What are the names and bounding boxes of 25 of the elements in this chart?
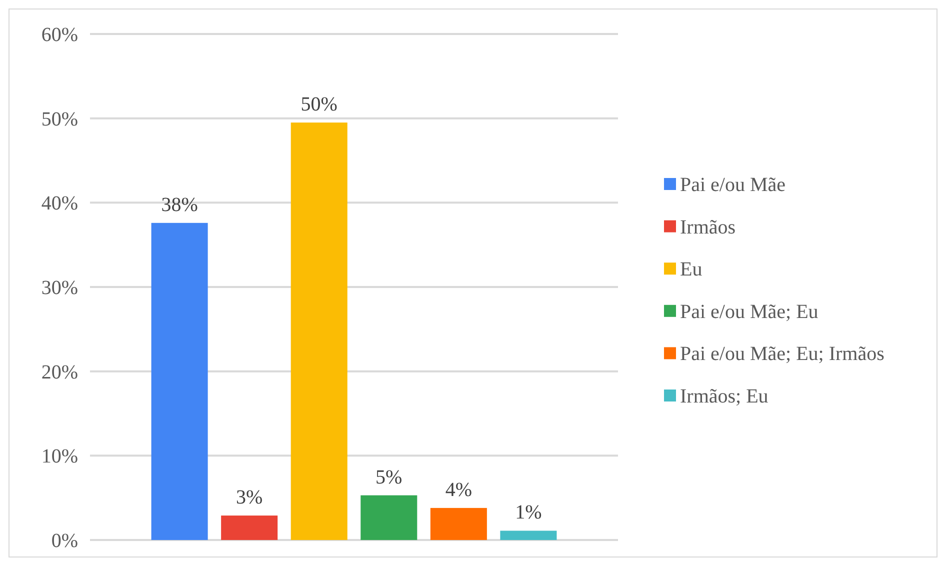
y-tick-label: 40% bbox=[41, 192, 78, 215]
y-tick-label: 0% bbox=[51, 530, 78, 552]
y-tick-label: 10% bbox=[41, 446, 78, 468]
bar bbox=[500, 530, 557, 540]
bar bbox=[290, 122, 348, 540]
legend-label: Eu bbox=[680, 258, 702, 281]
data-label: 5% bbox=[376, 466, 402, 488]
bar bbox=[360, 495, 418, 540]
data-label: 4% bbox=[445, 478, 472, 501]
data-label: 1% bbox=[515, 502, 542, 524]
legend-label: Irmãos; Eu bbox=[680, 386, 768, 408]
legend-label: Pai e/ou Mãe bbox=[680, 174, 786, 196]
y-tick-label: 60% bbox=[41, 24, 78, 46]
legend-label: Pai e/ou Mãe; Eu bbox=[680, 300, 818, 323]
data-label: 50% bbox=[300, 94, 338, 116]
legend-label: Pai e/ou Mãe; Eu; Irmãos bbox=[680, 343, 885, 366]
y-tick-label: 20% bbox=[41, 361, 78, 384]
y-tick-label: 30% bbox=[41, 277, 78, 299]
bar bbox=[151, 222, 208, 540]
legend-label: Irmãos bbox=[680, 216, 736, 238]
bar bbox=[221, 516, 278, 540]
y-tick-label: 50% bbox=[41, 108, 78, 130]
data-label: 38% bbox=[161, 194, 198, 216]
bar bbox=[430, 508, 487, 540]
data-label: 3% bbox=[236, 486, 263, 509]
